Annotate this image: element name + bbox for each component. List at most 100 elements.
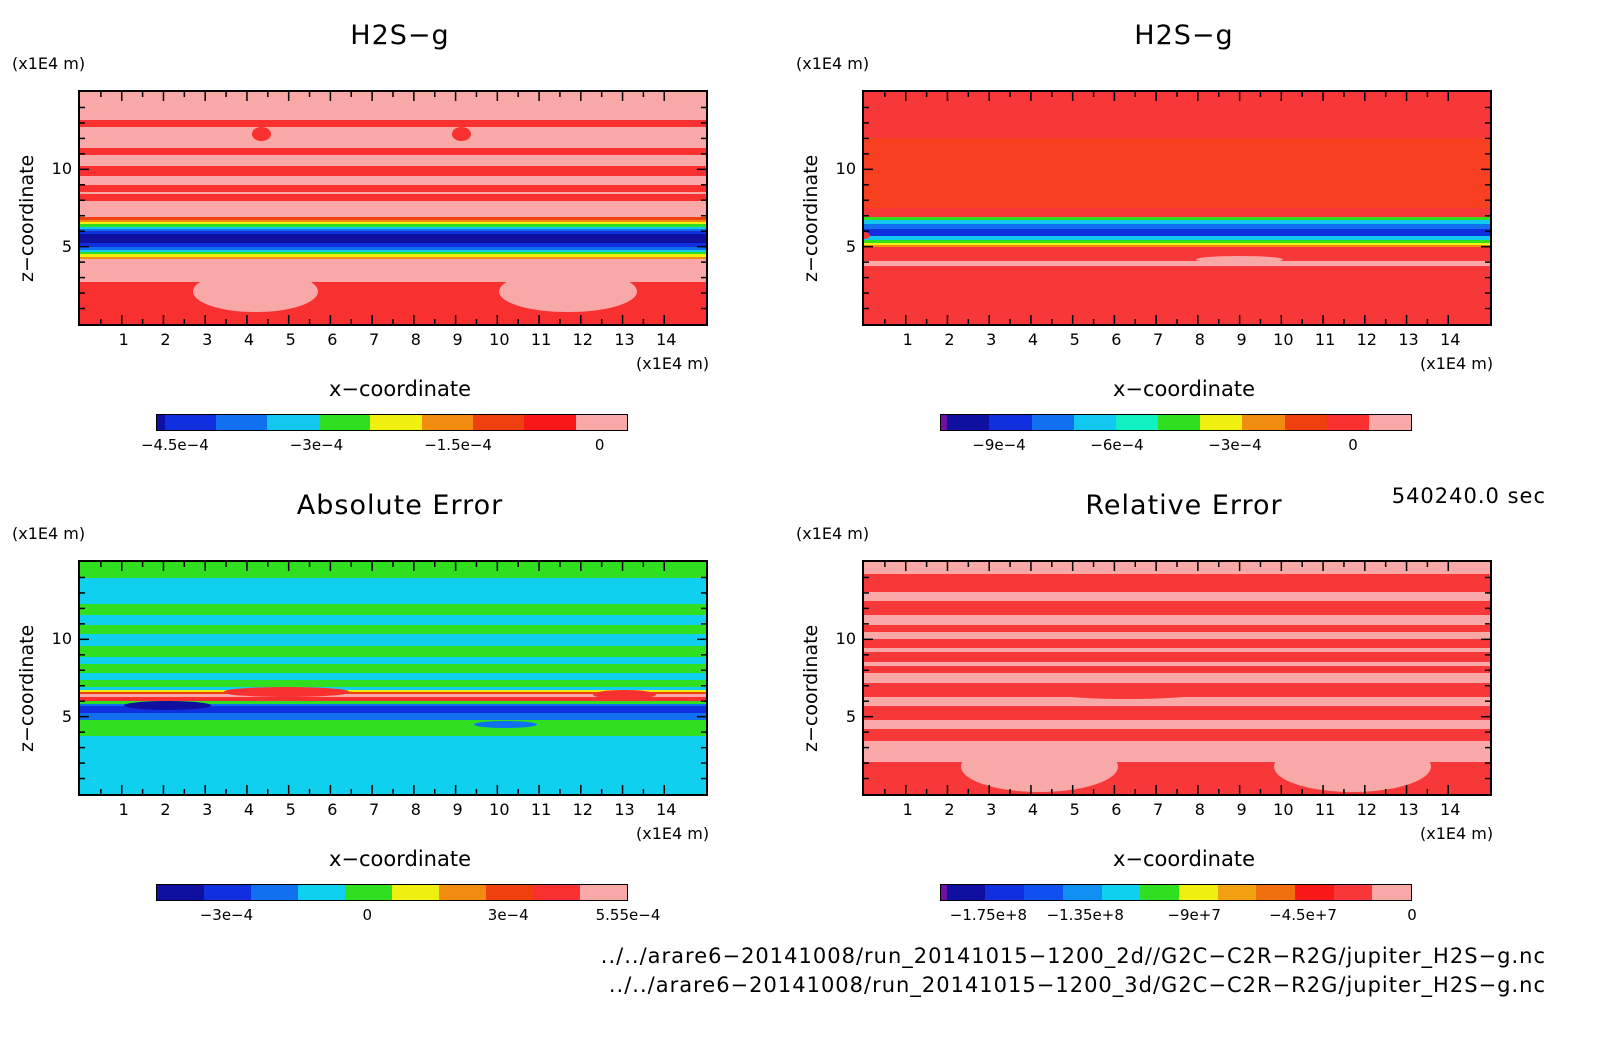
x-tick-label: 4 (1027, 330, 1039, 349)
colorbar-swatch (157, 415, 165, 430)
contour-region (474, 720, 537, 728)
x-tick-label: 9 (1236, 330, 1247, 349)
x-axis-label: x−coordinate (1112, 377, 1256, 401)
colorbar (156, 884, 628, 901)
contour-band (864, 138, 1490, 208)
x-tick-label: 3 (986, 330, 997, 349)
colorbar-swatch (1031, 415, 1074, 430)
colorbar-tick-label: −9e+7 (1167, 906, 1221, 924)
x-tick-label: 1 (118, 330, 129, 349)
contour-region (1195, 255, 1284, 263)
contour-band (864, 573, 1490, 593)
contour-band (864, 235, 1490, 243)
x-tick-label: 8 (410, 330, 421, 349)
chart-panel: Absolute Error (x1E4 m) z−coordinate 1 2 3 4 5 6… (0, 470, 780, 940)
contour-band (864, 624, 1490, 632)
colorbar-swatch (1326, 415, 1369, 430)
colorbar (940, 884, 1412, 901)
contour-band (80, 562, 706, 579)
contour-band (80, 694, 706, 697)
contour-band (80, 719, 706, 727)
contour-band (80, 701, 706, 706)
contour-band (80, 624, 706, 634)
colorbar-swatch (164, 415, 217, 430)
contour-band (80, 221, 706, 227)
contour-band (80, 184, 706, 192)
colorbar-tick-label: 3e−4 (487, 906, 529, 924)
x-tick-label: 10 (1273, 330, 1294, 349)
x-tick-label: 14 (1440, 330, 1461, 349)
colorbar-swatch (1217, 885, 1257, 900)
contour-band (864, 217, 1490, 222)
colorbar-swatch (267, 415, 319, 430)
x-tick-label: 10 (1273, 800, 1294, 819)
x-tick-label: 5 (1069, 800, 1080, 819)
x-tick-label: 4 (243, 800, 255, 819)
contour-band (864, 601, 1490, 616)
contour-plot-area (78, 90, 708, 326)
colorbar-swatch (1062, 885, 1102, 900)
colorbar-swatch (421, 415, 473, 430)
contour-band (80, 119, 706, 127)
x-tick-label: 4 (243, 330, 255, 349)
x-tick-label: 9 (452, 330, 463, 349)
x-tick-label: 14 (656, 330, 677, 349)
colorbar-swatch (472, 415, 525, 430)
x-unit-label: (x1E4 m) (1420, 354, 1494, 373)
file-path-label: ../../arare6−20141008/run_20141015−1200_… (600, 944, 1546, 968)
colorbar-swatch (533, 885, 580, 900)
chart-panel: Relative Error (x1E4 m) z−coordinate 1 2 3 4 5 6… (784, 470, 1564, 940)
colorbar-swatch (298, 885, 345, 900)
contour-plot-area (862, 560, 1492, 796)
colorbar-tick-label: −9e−4 (972, 436, 1026, 454)
colorbar-tick-label: 5.55e−4 (595, 906, 661, 924)
colorbar-swatch (318, 415, 371, 430)
colorbar-swatch (345, 885, 392, 900)
colorbar-swatch (204, 885, 251, 900)
contour-band (864, 242, 1490, 246)
axis-ticks (864, 92, 1490, 324)
contour-band (864, 652, 1490, 662)
colorbar-tick-label: −3e−4 (289, 436, 344, 454)
contour-plot-area (78, 560, 708, 796)
contour-band (80, 712, 706, 720)
colorbar-swatch (1256, 885, 1295, 900)
y-tick-label: 5 (845, 706, 856, 726)
colorbar-swatch (1372, 885, 1412, 900)
colorbar-tick-label: −1.75e+8 (949, 906, 1028, 924)
colorbar-swatch (1294, 885, 1334, 900)
x-tick-label: 5 (1069, 330, 1080, 349)
x-unit-label: (x1E4 m) (1420, 824, 1494, 843)
colorbar-swatch (1333, 885, 1373, 900)
contour-band (80, 696, 706, 702)
contour-band (864, 666, 1490, 674)
colorbar-tick-label: 0 (1407, 906, 1417, 924)
colorbar-swatch (1368, 415, 1412, 430)
x-tick-label: 9 (1236, 800, 1247, 819)
colorbar-swatch (947, 415, 990, 430)
colorbar-tick-label: 0 (362, 906, 373, 924)
axis-ticks (80, 92, 706, 324)
x-tick-label: 8 (1194, 800, 1205, 819)
contour-plot-area (862, 90, 1492, 326)
contour-band (80, 562, 706, 794)
colorbar-swatch (1158, 415, 1201, 430)
colorbar-swatch (370, 415, 422, 430)
y-tick-label: 10 (835, 159, 856, 179)
colorbar-tick-label: −1.5e−4 (424, 436, 492, 454)
x-tick-label: 6 (327, 330, 338, 349)
colorbar-tick-label: −3e−4 (199, 906, 254, 924)
x-tick-label: 8 (1194, 330, 1205, 349)
y-unit-label: (x1E4 m) (12, 524, 86, 543)
colorbar-swatch (946, 885, 986, 900)
x-tick-label: 7 (369, 800, 380, 819)
contour-band (80, 249, 706, 255)
colorbar-swatch (392, 885, 439, 900)
contour-band (80, 194, 706, 202)
contour-region (452, 126, 472, 141)
x-tick-label: 7 (1153, 800, 1164, 819)
x-axis-label: x−coordinate (1112, 847, 1256, 871)
x-tick-label: 12 (1356, 330, 1377, 349)
colorbar-swatch (486, 885, 533, 900)
y-tick-label: 10 (51, 159, 72, 179)
